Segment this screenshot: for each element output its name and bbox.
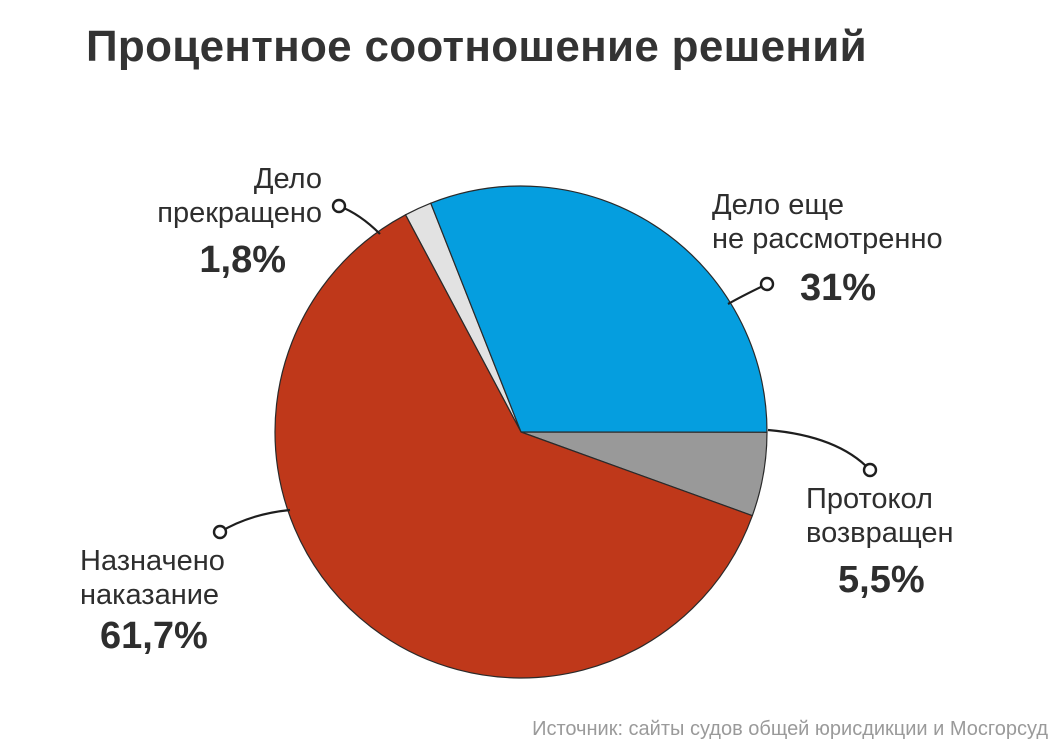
slice-value-3: 5,5% bbox=[838, 559, 925, 601]
slice-value-1: 1,8% bbox=[199, 239, 286, 281]
leader-dot-3 bbox=[862, 462, 878, 478]
leader-dot-1 bbox=[331, 198, 347, 214]
slice-label-1: Дело прекращено bbox=[157, 163, 322, 229]
slice-labels: Дело прекращено 1,8% Дело еще не рассмотренн… bbox=[80, 163, 954, 657]
leader-line-4 bbox=[219, 508, 291, 533]
slice-label-4: Назначено наказание bbox=[80, 545, 225, 611]
leader-line-1 bbox=[338, 204, 381, 235]
slice-value-4: 61,7% bbox=[100, 615, 208, 657]
leader-lines bbox=[212, 198, 878, 540]
pie-slices bbox=[274, 185, 768, 679]
slice-label-2: Дело еще не рассмотренно bbox=[712, 189, 943, 255]
pie-slice-4 bbox=[274, 214, 753, 679]
chart-source: Источник: сайты судов общей юрисдикции и… bbox=[532, 718, 1048, 740]
pie-slice-2 bbox=[430, 185, 768, 433]
slice-value-2: 31% bbox=[800, 267, 876, 309]
leader-dot-2 bbox=[759, 276, 775, 292]
leader-line-3 bbox=[767, 428, 871, 471]
chart-title: Процентное соотношение решений bbox=[86, 22, 867, 71]
slice-label-3: Протокол возвращен bbox=[806, 483, 954, 549]
leader-dot-4 bbox=[212, 524, 228, 540]
